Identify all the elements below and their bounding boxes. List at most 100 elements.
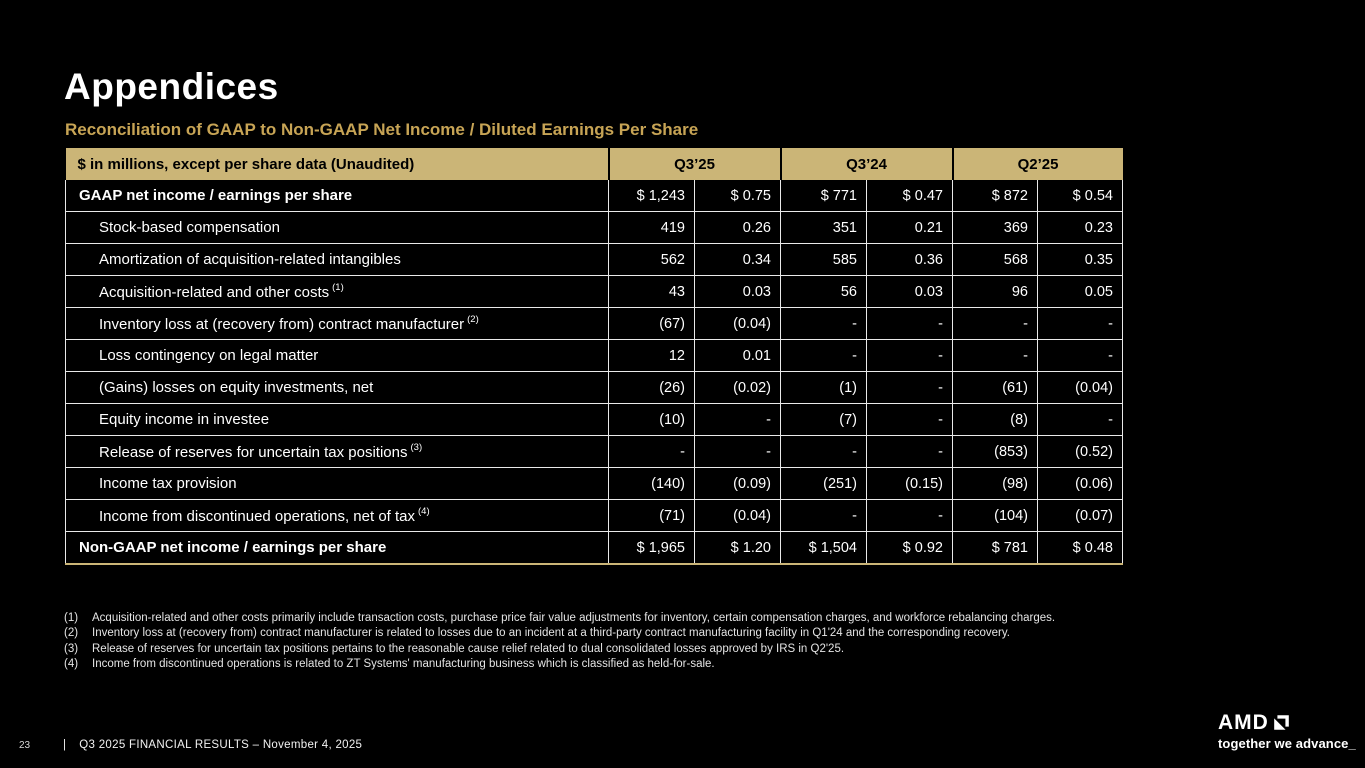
row-label-text: GAAP net income / earnings per share bbox=[79, 187, 353, 204]
value-cell: 0.03 bbox=[694, 275, 781, 308]
value-cell: 0.23 bbox=[1037, 211, 1123, 244]
table-row: Income tax provision (140) (0.09) (251) (0.1… bbox=[65, 467, 1123, 500]
page-number: 23 bbox=[19, 740, 31, 751]
value-cell: 56 bbox=[780, 275, 867, 308]
row-label: Income from discontinued operations, net… bbox=[65, 499, 609, 532]
table-header-q3-25: Q3’25 bbox=[607, 148, 781, 180]
value-cell: 0.05 bbox=[1037, 275, 1123, 308]
value-cell: (0.04) bbox=[694, 499, 781, 532]
row-label-text: Inventory loss at (recovery from) contra… bbox=[99, 315, 465, 333]
value-cell: (98) bbox=[952, 467, 1038, 500]
value-cell: (10) bbox=[608, 403, 695, 436]
value-cell: - bbox=[694, 403, 781, 436]
footnote-text: Inventory loss at (recovery from) contra… bbox=[92, 627, 1010, 640]
table-row: Release of reserves for uncertain tax po… bbox=[65, 435, 1123, 468]
row-label-text: Income from discontinued operations, net… bbox=[99, 507, 416, 525]
row-label-text: Stock-based compensation bbox=[99, 219, 280, 236]
value-cell: - bbox=[608, 435, 695, 468]
table-header-q2-25: Q2’25 bbox=[951, 148, 1123, 180]
value-cell: (1) bbox=[780, 371, 867, 404]
slide-subtitle: Reconciliation of GAAP to Non-GAAP Net I… bbox=[65, 120, 699, 139]
value-cell: (0.04) bbox=[694, 307, 781, 340]
value-cell: - bbox=[866, 307, 953, 340]
value-cell: 12 bbox=[608, 339, 695, 372]
value-cell: 562 bbox=[608, 243, 695, 276]
value-cell: 351 bbox=[780, 211, 867, 244]
row-label-text: (Gains) losses on equity investments, ne… bbox=[99, 379, 374, 396]
table-row: Acquisition-related and other costs (1) 43… bbox=[65, 275, 1123, 308]
value-cell: (0.06) bbox=[1037, 467, 1123, 500]
value-cell: (0.09) bbox=[694, 467, 781, 500]
value-cell: - bbox=[866, 403, 953, 436]
footnotes: (1) Acquisition-related and other costs p… bbox=[64, 611, 1314, 672]
row-label-text: Non-GAAP net income / earnings per share bbox=[79, 539, 387, 556]
value-cell: (0.52) bbox=[1037, 435, 1123, 468]
value-cell: (8) bbox=[952, 403, 1038, 436]
footnote-item: (4) Income from discontinued operations i… bbox=[64, 657, 1314, 672]
value-cell: (0.04) bbox=[1037, 371, 1123, 404]
table-row: Equity income in investee (10) - (7) - (8) - bbox=[65, 403, 1123, 436]
footnote-number: (1) bbox=[64, 612, 79, 624]
value-cell: 0.35 bbox=[1037, 243, 1123, 276]
table-row: (Gains) losses on equity investments, ne… bbox=[65, 371, 1123, 404]
value-cell: $ 1,243 bbox=[608, 180, 695, 212]
table-header-q3-24: Q3’24 bbox=[779, 148, 953, 180]
value-cell: 43 bbox=[608, 275, 695, 308]
amd-logo: AMD together we advance_ bbox=[1218, 712, 1356, 751]
table-header-label: $ in millions, except per share data (Un… bbox=[65, 148, 609, 180]
footnote-number: (4) bbox=[64, 657, 79, 670]
value-cell: 0.01 bbox=[694, 339, 781, 372]
value-cell: $ 771 bbox=[780, 180, 867, 212]
footnote-number: (3) bbox=[64, 642, 79, 655]
value-cell: - bbox=[1037, 339, 1123, 372]
value-cell: (7) bbox=[780, 403, 867, 436]
table-header-row: $ in millions, except per share data (Un… bbox=[65, 148, 1123, 180]
value-cell: 0.26 bbox=[694, 211, 781, 244]
value-cell: $ 1.20 bbox=[694, 531, 781, 565]
value-cell: (0.15) bbox=[866, 467, 953, 500]
value-cell: $ 0.92 bbox=[866, 531, 953, 565]
row-label-text: Income tax provision bbox=[99, 475, 237, 492]
value-cell: 0.03 bbox=[866, 275, 953, 308]
footnote-text: Release of reserves for uncertain tax po… bbox=[92, 642, 845, 655]
value-cell: (26) bbox=[608, 371, 695, 404]
reconciliation-table: $ in millions, except per share data (Un… bbox=[65, 148, 1123, 565]
value-cell: $ 781 bbox=[952, 531, 1038, 565]
footer-text: Q3 2025 FINANCIAL RESULTS – November 4, … bbox=[79, 739, 363, 751]
footnote-item: (3) Release of reserves for uncertain tax… bbox=[64, 642, 1314, 657]
row-label: Non-GAAP net income / earnings per share bbox=[65, 531, 609, 565]
value-cell: - bbox=[866, 499, 953, 532]
table-row: Loss contingency on legal matter 12 0.01- -… bbox=[65, 339, 1123, 372]
value-cell: $ 1,965 bbox=[608, 531, 695, 565]
row-label: (Gains) losses on equity investments, ne… bbox=[65, 371, 609, 404]
table-row: Income from discontinued operations, net… bbox=[65, 499, 1123, 532]
value-cell: 585 bbox=[780, 243, 867, 276]
row-label: Acquisition-related and other costs (1) bbox=[65, 275, 609, 308]
value-cell: - bbox=[694, 435, 781, 468]
table-row: Non-GAAP net income / earnings per share… bbox=[65, 531, 1123, 565]
value-cell: - bbox=[952, 339, 1038, 372]
footnote-number: (2) bbox=[64, 627, 79, 640]
value-cell: - bbox=[780, 499, 867, 532]
value-cell: - bbox=[1037, 403, 1123, 436]
table-row: GAAP net income / earnings per share $ 1,… bbox=[65, 180, 1123, 212]
amd-logo-row: AMD bbox=[1218, 712, 1356, 733]
footnote-text: Income from discontinued operations is r… bbox=[92, 657, 715, 670]
value-cell: $ 1,504 bbox=[780, 531, 867, 565]
table-row: Inventory loss at (recovery from) contra… bbox=[65, 307, 1123, 340]
row-label: Stock-based compensation bbox=[65, 211, 609, 244]
row-label: Amortization of acquisition-related inta… bbox=[65, 243, 609, 276]
footnote-item: (2) Inventory loss at (recovery from) con… bbox=[64, 626, 1314, 641]
value-cell: 96 bbox=[952, 275, 1038, 308]
value-cell: (140) bbox=[608, 467, 695, 500]
value-cell: (61) bbox=[952, 371, 1038, 404]
footer-divider: | bbox=[63, 739, 67, 751]
value-cell: 369 bbox=[952, 211, 1038, 244]
footnote-item: (1) Acquisition-related and other costs p… bbox=[64, 611, 1314, 626]
value-cell: 568 bbox=[952, 243, 1038, 276]
value-cell: - bbox=[866, 435, 953, 468]
footer-bar: | Q3 2025 FINANCIAL RESULTS – November 4,… bbox=[63, 739, 362, 751]
value-cell: (71) bbox=[608, 499, 695, 532]
value-cell: (104) bbox=[952, 499, 1038, 532]
